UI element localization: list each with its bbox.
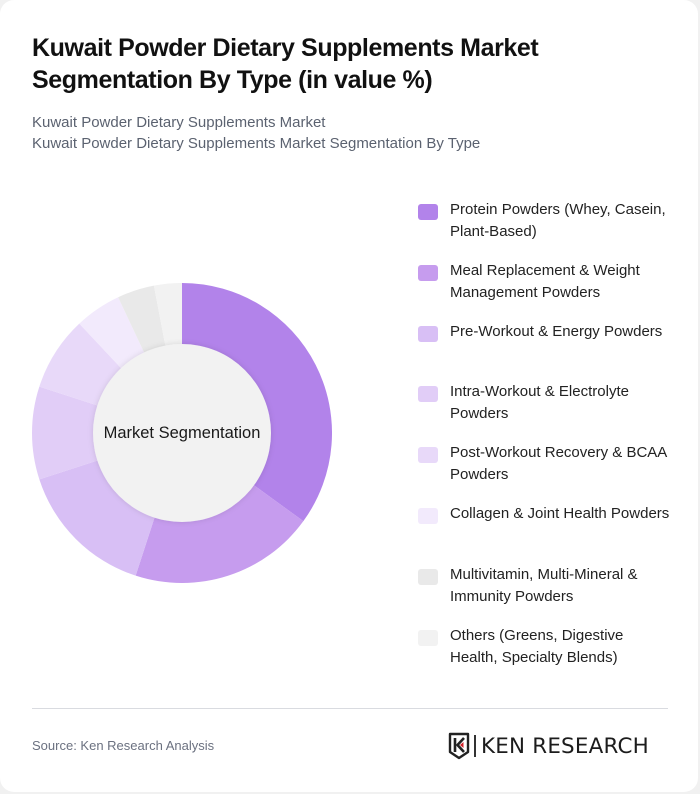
legend-swatch-icon (418, 507, 438, 524)
legend-item[interactable]: Others (Greens, Digestive Health, Specia… (418, 625, 678, 686)
ken-research-shield-icon (448, 732, 470, 760)
donut-slice[interactable] (39, 460, 155, 576)
legend-label: Collagen & Joint Health Powders (450, 504, 670, 522)
chart-legend: Protein Powders (Whey, Casein, Plant-Bas… (418, 199, 678, 685)
donut-slice[interactable] (79, 297, 145, 369)
legend-label: Multivitamin, Multi-Mineral & Immunity P… (450, 565, 638, 605)
legend-swatch-icon (418, 204, 438, 220)
logo-text: KEN RESEARCH (480, 734, 649, 758)
legend-item[interactable]: Multivitamin, Multi-Mineral & Immunity P… (418, 564, 678, 625)
legend-item[interactable]: Protein Powders (Whey, Casein, Plant-Bas… (418, 199, 678, 260)
legend-swatch-icon (418, 264, 438, 281)
legend-label: Post-Workout Recovery & BCAA Powders (450, 444, 667, 484)
legend-swatch-icon (418, 386, 438, 403)
legend-swatch-icon (418, 629, 438, 646)
legend-label: Pre-Workout & Energy Powders (450, 322, 663, 340)
legend-item[interactable]: Pre-Workout & Energy Powders (418, 321, 678, 382)
donut-chart-svg (32, 283, 332, 583)
legend-item[interactable]: Meal Replacement & Weight Management Pow… (418, 260, 678, 321)
logo-separator (474, 735, 476, 757)
donut-slice[interactable] (153, 283, 182, 347)
donut-slice[interactable] (182, 283, 332, 522)
footer-divider (32, 708, 668, 709)
source-text: Source: Ken Research Analysis (32, 738, 215, 753)
donut-slice[interactable] (118, 285, 166, 354)
donut-slice[interactable] (32, 386, 99, 480)
subtitle: Kuwait Powder Dietary Supplements Market… (32, 112, 672, 154)
legend-swatch-icon (418, 568, 438, 585)
subtitle-segmentation: Kuwait Powder Dietary Supplements Market… (32, 135, 481, 152)
donut-hole (93, 344, 271, 522)
subtitle-market: Kuwait Powder Dietary Supplements Market (32, 114, 326, 131)
ken-research-logo[interactable]: KEN RESEARCH (448, 731, 648, 761)
legend-swatch-icon (418, 325, 438, 342)
legend-swatch-icon (418, 447, 438, 464)
legend-label: Meal Replacement & Weight Management Pow… (450, 261, 640, 301)
legend-item[interactable]: Post-Workout Recovery & BCAA Powders (418, 442, 678, 503)
legend-label: Others (Greens, Digestive Health, Specia… (450, 626, 624, 666)
legend-label: Protein Powders (Whey, Casein, Plant-Bas… (450, 201, 666, 240)
page-title: Kuwait Powder Dietary Supplements Market… (32, 34, 539, 94)
legend-item[interactable]: Collagen & Joint Health Powders (418, 503, 678, 564)
legend-label: Intra-Workout & Electrolyte Powders (450, 383, 629, 423)
donut-slice[interactable] (135, 484, 304, 583)
legend-item[interactable]: Intra-Workout & Electrolyte Powders (418, 381, 678, 442)
donut-chart: Market Segmentation (32, 283, 332, 583)
donut-slice[interactable] (39, 323, 122, 406)
